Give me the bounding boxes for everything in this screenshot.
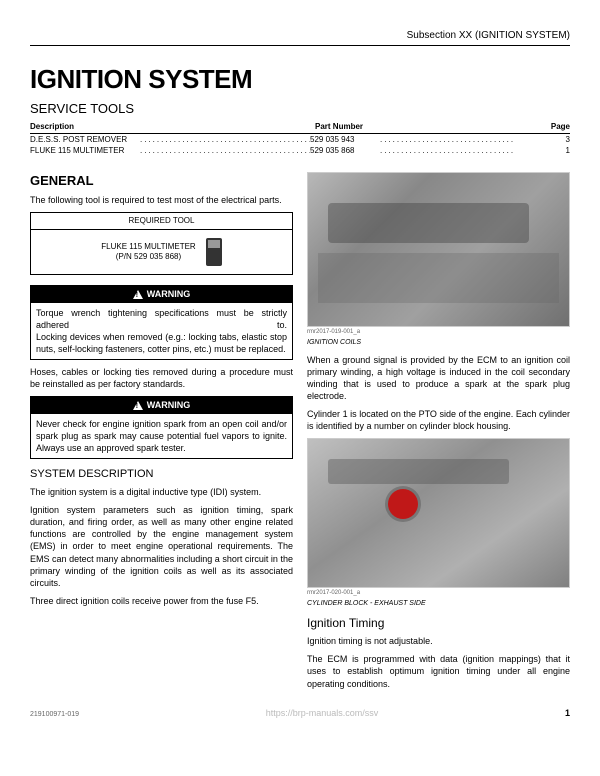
tool-row: FLUKE 115 MULTIMETER ...................… [30, 145, 570, 156]
service-tools-heading: SERVICE TOOLS [30, 101, 570, 116]
system-desc-p1: The ignition system is a digital inducti… [30, 486, 293, 498]
img2-ref: rmr2017-020-001_a [307, 589, 570, 597]
img1-caption: IGNITION COILS [307, 338, 570, 347]
required-tool-header: REQUIRED TOOL [31, 213, 292, 231]
general-note1: Hoses, cables or locking ties removed du… [30, 366, 293, 390]
ignition-coils-image [307, 172, 570, 327]
cylinder-block-image [307, 438, 570, 588]
multimeter-icon [206, 238, 222, 266]
timing-p1: Ignition timing is not adjustable. [307, 635, 570, 647]
tool-name: D.E.S.S. POST REMOVER [30, 135, 140, 144]
footer-url: https://brp-manuals.com/ssv [266, 708, 379, 718]
required-tool-name: FLUKE 115 MULTIMETER [101, 242, 195, 253]
tool-page: 1 [550, 146, 570, 155]
general-intro: The following tool is required to test m… [30, 194, 293, 206]
tool-name: FLUKE 115 MULTIMETER [30, 146, 140, 155]
tool-row: D.E.S.S. POST REMOVER ..................… [30, 134, 570, 145]
required-tool-pn: (P/N 529 035 868) [101, 252, 195, 263]
img1-ref: rmr2017-019-001_a [307, 328, 570, 336]
warning-icon [133, 290, 143, 299]
header-subsection: Subsection XX (IGNITION SYSTEM) [30, 30, 570, 41]
warning-label: WARNING [147, 399, 191, 411]
tool-page: 3 [550, 135, 570, 144]
doc-ref: 219100971-019 [30, 711, 79, 718]
col-page: Page [495, 122, 570, 131]
page-number: 1 [565, 708, 570, 718]
ignition-timing-heading: Ignition Timing [307, 615, 570, 631]
warning-label: WARNING [147, 288, 191, 300]
page-footer: 219100971-019 https://brp-manuals.com/ss… [30, 708, 570, 718]
timing-p2: The ECM is programmed with data (ignitio… [307, 653, 570, 689]
col-description: Description [30, 122, 315, 131]
right-p2: Cylinder 1 is located on the PTO side of… [307, 408, 570, 432]
col-partnumber: Part Number [315, 122, 495, 131]
system-desc-p2: Ignition system parameters such as ignit… [30, 504, 293, 589]
header-rule [30, 45, 570, 46]
warning-box-1: WARNING Torque wrench tightening specifi… [30, 285, 293, 360]
tool-table-header: Description Part Number Page [30, 122, 570, 134]
system-desc-p3: Three direct ignition coils receive powe… [30, 595, 293, 607]
tool-part: 529 035 943 [310, 135, 380, 144]
img2-caption: CYLINDER BLOCK - EXHAUST SIDE [307, 599, 570, 608]
warning1-line1: Torque wrench tightening specifications … [36, 307, 287, 331]
right-p1: When a ground signal is provided by the … [307, 354, 570, 403]
required-tool-box: REQUIRED TOOL FLUKE 115 MULTIMETER (P/N … [30, 212, 293, 276]
system-desc-heading: SYSTEM DESCRIPTION [30, 467, 293, 482]
warning2-text: Never check for engine ignition spark fr… [31, 414, 292, 458]
warning-box-2: WARNING Never check for engine ignition … [30, 396, 293, 459]
general-heading: GENERAL [30, 172, 293, 190]
page-title: IGNITION SYSTEM [30, 64, 570, 95]
warning-icon [133, 401, 143, 410]
warning1-line2: Locking devices when removed (e.g.: lock… [36, 331, 287, 355]
tool-part: 529 035 868 [310, 146, 380, 155]
